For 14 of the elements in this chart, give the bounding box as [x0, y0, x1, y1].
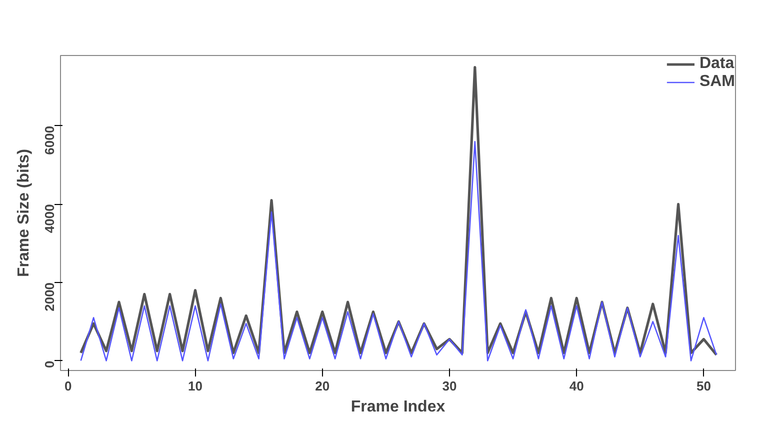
legend-label: SAM: [699, 73, 735, 91]
x-axis-title: Frame Index: [350, 398, 446, 416]
y-axis-title: Frame Size (bits): [16, 148, 32, 278]
y-tick-label: 6000: [42, 126, 57, 155]
x-tick-label: 20: [315, 378, 330, 394]
y-tick-label: 2000: [42, 282, 57, 312]
y-tick-label: 0: [42, 360, 57, 368]
x-tick-label: 50: [696, 378, 711, 394]
legend-label: Data: [699, 55, 734, 73]
x-tick-label: 10: [188, 378, 202, 394]
x-tick-label: 30: [442, 378, 457, 394]
x-tick-label: 0: [64, 378, 72, 394]
x-tick-label: 40: [569, 378, 584, 394]
y-tick-label: 4000: [42, 204, 57, 234]
